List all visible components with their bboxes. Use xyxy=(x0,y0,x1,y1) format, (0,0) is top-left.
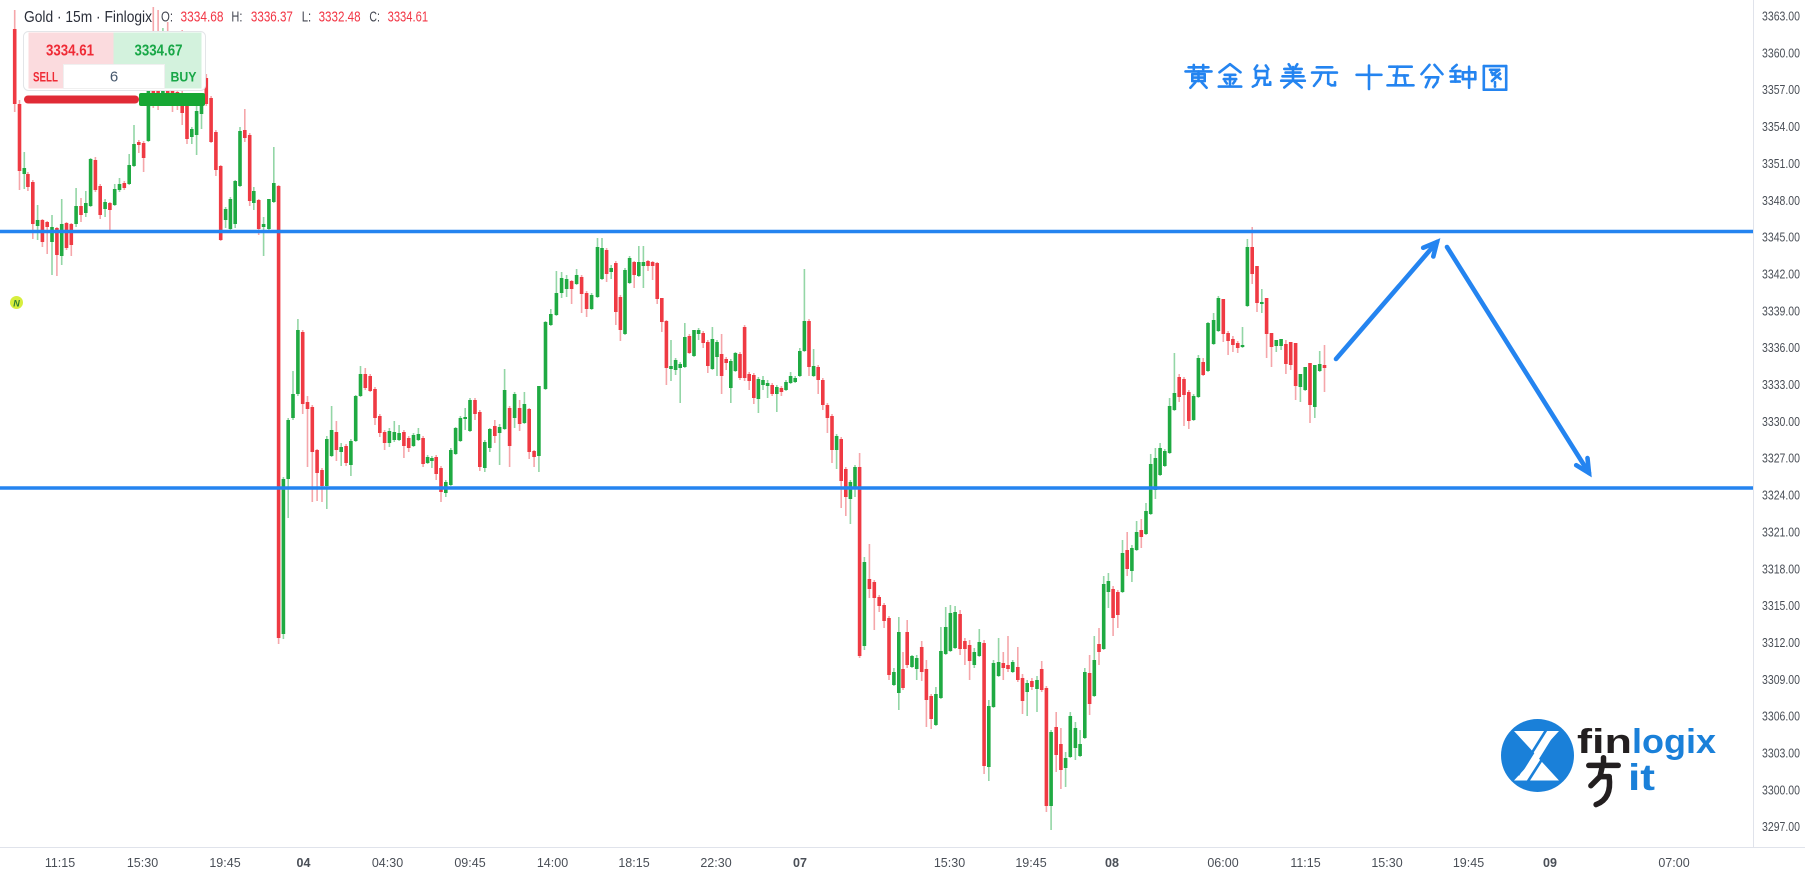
svg-text:fin: fin xyxy=(1577,723,1632,761)
svg-text:SELL: SELL xyxy=(33,70,58,85)
svg-text:3342.00: 3342.00 xyxy=(1762,267,1800,281)
svg-text:22:30: 22:30 xyxy=(700,856,731,870)
svg-text:15:30: 15:30 xyxy=(1371,856,1402,870)
svg-text:3297.00: 3297.00 xyxy=(1762,820,1800,834)
svg-text:3334.61: 3334.61 xyxy=(388,10,429,26)
svg-text:3330.00: 3330.00 xyxy=(1762,415,1800,429)
svg-text:3357.00: 3357.00 xyxy=(1762,83,1800,97)
svg-text:3354.00: 3354.00 xyxy=(1762,120,1800,134)
svg-text:18:15: 18:15 xyxy=(618,856,649,870)
svg-text:3336.37: 3336.37 xyxy=(251,10,293,26)
svg-text:3348.00: 3348.00 xyxy=(1762,194,1800,208)
svg-text:19:45: 19:45 xyxy=(1453,856,1484,870)
svg-text:3360.00: 3360.00 xyxy=(1762,46,1800,60)
svg-text:3363.00: 3363.00 xyxy=(1762,10,1800,24)
svg-text:3315.00: 3315.00 xyxy=(1762,599,1800,613)
svg-text:6: 6 xyxy=(110,69,118,86)
svg-text:3336.00: 3336.00 xyxy=(1762,341,1800,355)
svg-text:3333.00: 3333.00 xyxy=(1762,378,1800,392)
svg-text:3309.00: 3309.00 xyxy=(1762,673,1800,687)
svg-text:3332.48: 3332.48 xyxy=(319,10,361,26)
svg-text:O:: O: xyxy=(161,10,173,26)
svg-text:09: 09 xyxy=(1543,856,1557,870)
svg-text:08: 08 xyxy=(1105,856,1119,870)
svg-text:3327.00: 3327.00 xyxy=(1762,452,1800,466)
svg-text:04: 04 xyxy=(297,856,311,870)
svg-text:logix: logix xyxy=(1632,723,1716,761)
svg-text:H:: H: xyxy=(231,10,242,26)
svg-text:3318.00: 3318.00 xyxy=(1762,562,1800,576)
svg-text:3300.00: 3300.00 xyxy=(1762,783,1800,797)
svg-text:11:15: 11:15 xyxy=(45,856,75,870)
svg-text:3339.00: 3339.00 xyxy=(1762,304,1800,318)
svg-text:04:30: 04:30 xyxy=(372,856,403,870)
svg-text:it: it xyxy=(1628,757,1655,798)
svg-text:06:00: 06:00 xyxy=(1207,856,1238,870)
svg-text:L:: L: xyxy=(302,10,312,26)
svg-text:19:45: 19:45 xyxy=(209,856,240,870)
svg-text:3334.68: 3334.68 xyxy=(181,10,224,26)
svg-text:3321.00: 3321.00 xyxy=(1762,525,1800,539)
svg-text:15:30: 15:30 xyxy=(127,856,158,870)
svg-text:07:00: 07:00 xyxy=(1658,856,1689,870)
svg-text:3351.00: 3351.00 xyxy=(1762,157,1800,171)
svg-text:3303.00: 3303.00 xyxy=(1762,747,1800,761)
svg-text:07: 07 xyxy=(793,856,807,870)
svg-text:14:00: 14:00 xyxy=(537,856,568,870)
svg-text:3324.00: 3324.00 xyxy=(1762,489,1800,503)
svg-text:N: N xyxy=(13,299,20,309)
svg-text:3345.00: 3345.00 xyxy=(1762,231,1800,245)
svg-text:3334.61: 3334.61 xyxy=(46,43,94,60)
svg-text:19:45: 19:45 xyxy=(1015,856,1046,870)
svg-text:15:30: 15:30 xyxy=(934,856,965,870)
svg-text:09:45: 09:45 xyxy=(454,856,485,870)
svg-text:3306.00: 3306.00 xyxy=(1762,710,1800,724)
svg-text:3334.67: 3334.67 xyxy=(135,43,183,60)
svg-text:11:15: 11:15 xyxy=(1290,856,1320,870)
svg-text:BUY: BUY xyxy=(171,70,197,85)
svg-text:3312.00: 3312.00 xyxy=(1762,636,1800,650)
svg-text:Gold · 15m · Finlogix: Gold · 15m · Finlogix xyxy=(24,9,152,26)
svg-text:C:: C: xyxy=(369,10,380,26)
